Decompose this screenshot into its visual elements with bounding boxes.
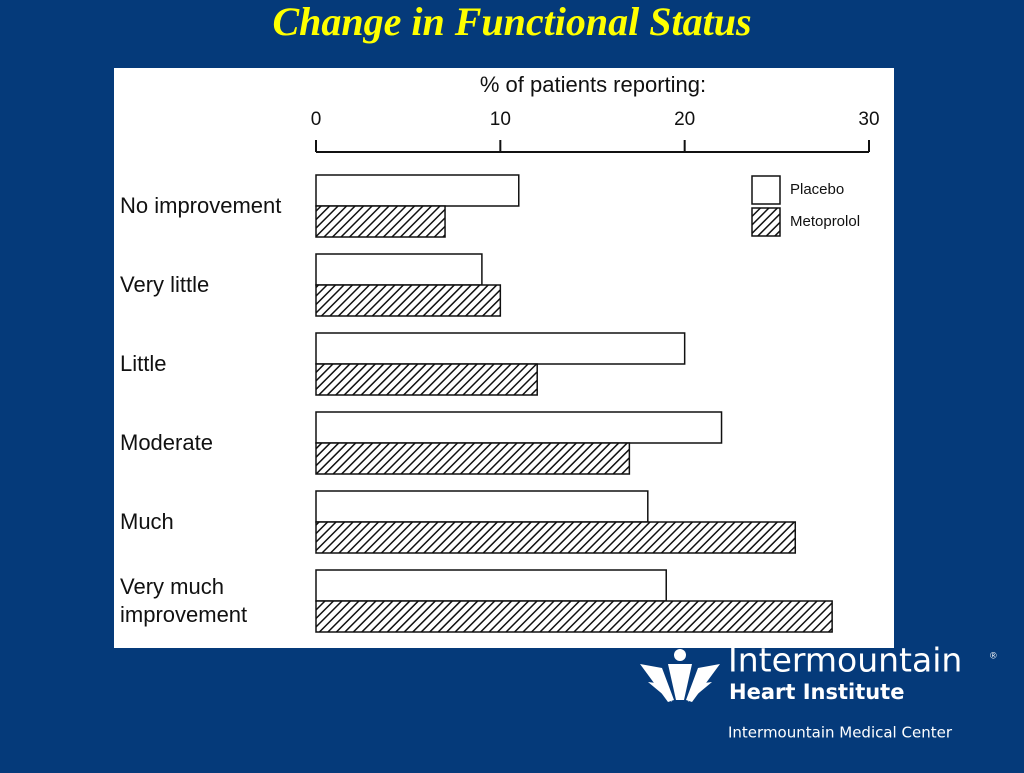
- bar: [315, 205, 446, 238]
- category-label: Very little: [120, 272, 210, 297]
- bar: [315, 284, 502, 317]
- legend-swatch: [751, 175, 781, 205]
- bar: [315, 600, 833, 633]
- logo-center: Intermountain Medical Center: [728, 724, 953, 742]
- category-label: No improvement: [120, 193, 282, 218]
- category-label-box: Very little: [120, 272, 210, 297]
- bar: [315, 521, 797, 554]
- logo-division: Heart Institute: [729, 680, 904, 704]
- x-tick-label: 10: [490, 109, 511, 130]
- slide-title: Change in Functional Status: [272, 0, 751, 44]
- bar: [315, 411, 723, 444]
- bar: [315, 253, 483, 286]
- logo-mark: ®: [990, 650, 997, 660]
- bar: [315, 332, 686, 365]
- category-label-box: Moderate: [120, 430, 213, 455]
- bar: [315, 490, 649, 523]
- x-tick-label: 30: [858, 109, 879, 130]
- x-tick-label: 0: [311, 109, 322, 130]
- logo-icon: [640, 649, 720, 702]
- x-tick-label: 20: [674, 109, 695, 130]
- category-label: Much: [120, 509, 174, 534]
- bar: [315, 569, 667, 602]
- category-label: Very much improvement: [120, 574, 248, 627]
- legend-swatch: [751, 207, 781, 237]
- category-label-box: No improvement: [120, 193, 282, 218]
- category-label-box: Very much improvement: [120, 574, 248, 627]
- category-label-box: Little: [120, 351, 167, 376]
- axis-title: % of patients reporting:: [480, 72, 706, 97]
- bar: [315, 363, 538, 396]
- logo: Intermountain ® Heart Institute Intermou…: [640, 641, 997, 742]
- legend-label: Placebo: [790, 181, 844, 198]
- bar: [315, 442, 631, 475]
- bar: [315, 174, 520, 207]
- category-label-box: Much: [120, 509, 174, 534]
- legend-label: Metoprolol: [790, 213, 860, 230]
- category-label: Little: [120, 351, 167, 376]
- logo-name: Intermountain: [728, 641, 962, 680]
- category-label: Moderate: [120, 430, 213, 455]
